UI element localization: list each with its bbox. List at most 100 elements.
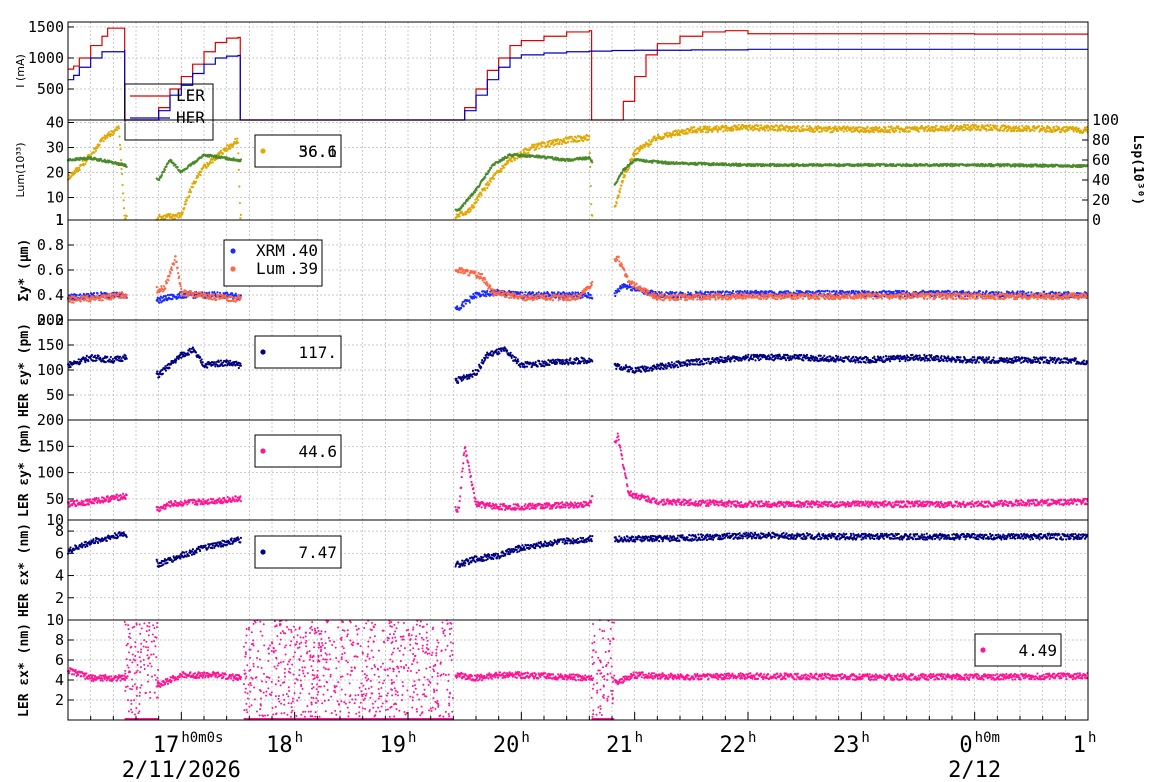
data-point [111, 292, 114, 296]
data-point [633, 150, 636, 153]
data-point [617, 196, 620, 199]
data-point [800, 126, 803, 129]
data-point [98, 143, 101, 146]
data-point [226, 293, 229, 296]
data-point [238, 185, 241, 188]
data-point [95, 146, 99, 150]
data-point [778, 126, 781, 129]
data-point [488, 182, 491, 186]
data-point [1055, 125, 1058, 128]
data-point [112, 132, 115, 135]
data-point [72, 299, 75, 302]
data-point [1032, 124, 1036, 128]
y-tick-label: 1 [55, 211, 64, 229]
panel-frame [67, 21, 1089, 121]
data-point [176, 215, 179, 218]
data-point [828, 290, 831, 293]
data-point [767, 129, 770, 132]
data-point [660, 291, 663, 294]
data-point [1052, 125, 1055, 129]
data-point [202, 296, 205, 299]
y-tick-label: 0.4 [37, 286, 64, 304]
data-point [119, 148, 122, 151]
data-point [475, 189, 478, 192]
data-point [852, 125, 855, 129]
data-point [537, 291, 540, 294]
data-point [158, 178, 161, 182]
data-point [122, 199, 125, 202]
data-point [516, 157, 519, 160]
data-point [235, 139, 238, 143]
data-point [550, 142, 554, 146]
data-point [728, 291, 732, 294]
data-point [589, 157, 592, 160]
data-point [541, 145, 544, 148]
data-point [489, 180, 492, 183]
x-tick-label: 20 [493, 733, 520, 758]
data-point [237, 168, 240, 172]
x-tick-label: 0 [959, 733, 972, 758]
data-point [499, 290, 502, 293]
data-point [956, 125, 959, 128]
data-point [82, 164, 85, 167]
data-point [795, 129, 798, 133]
data-point [519, 294, 522, 297]
data-point [795, 289, 798, 292]
data-point [613, 292, 616, 295]
data-point [887, 125, 890, 128]
y-tick-label: 1000 [28, 49, 64, 67]
series-line-HER [68, 48, 1088, 121]
data-point [814, 130, 817, 133]
data-point [543, 142, 546, 145]
data-point [474, 271, 477, 274]
data-point [626, 168, 630, 171]
data-point [633, 155, 636, 158]
data-point [583, 135, 586, 138]
data-point [1014, 125, 1018, 128]
data-point [885, 290, 888, 293]
data-point [120, 172, 124, 176]
data-point [107, 131, 110, 134]
y2-axis-label: Lsp(10³⁰) [1130, 135, 1145, 205]
data-point [485, 295, 488, 298]
y2-tick-label: 40 [1092, 171, 1110, 189]
data-point [514, 157, 517, 160]
data-point [582, 139, 585, 143]
data-point [189, 191, 193, 194]
data-point [489, 285, 492, 288]
y-axis-label: Σy* (μm) [17, 239, 32, 302]
data-point [494, 289, 497, 292]
data-point [732, 127, 735, 131]
data-point [997, 291, 1000, 294]
data-point [999, 129, 1002, 132]
data-point [97, 145, 100, 148]
data-point [719, 128, 722, 131]
data-point [884, 126, 887, 129]
data-point [1059, 130, 1063, 133]
data-point [895, 129, 898, 132]
data-point [500, 170, 503, 173]
y-tick-label: 500 [37, 80, 64, 98]
data-point [686, 132, 689, 135]
data-point [161, 216, 164, 219]
data-point [557, 291, 560, 294]
data-point [237, 294, 240, 297]
data-point [170, 268, 174, 272]
data-point [935, 124, 938, 127]
data-point [554, 143, 557, 146]
data-point [118, 143, 122, 147]
data-point [528, 148, 532, 151]
data-point [845, 129, 848, 133]
data-point [164, 294, 168, 298]
data-point [570, 135, 573, 139]
data-point [671, 291, 674, 294]
data-point [855, 126, 859, 129]
x-tick-suffix: h [408, 730, 416, 746]
data-point [125, 293, 128, 297]
data-point [238, 201, 241, 205]
data-point [72, 301, 75, 304]
data-point [221, 297, 224, 300]
legend-marker [260, 148, 266, 154]
y-axis-label: Lum(10³³) [14, 142, 27, 197]
data-point [675, 130, 679, 134]
